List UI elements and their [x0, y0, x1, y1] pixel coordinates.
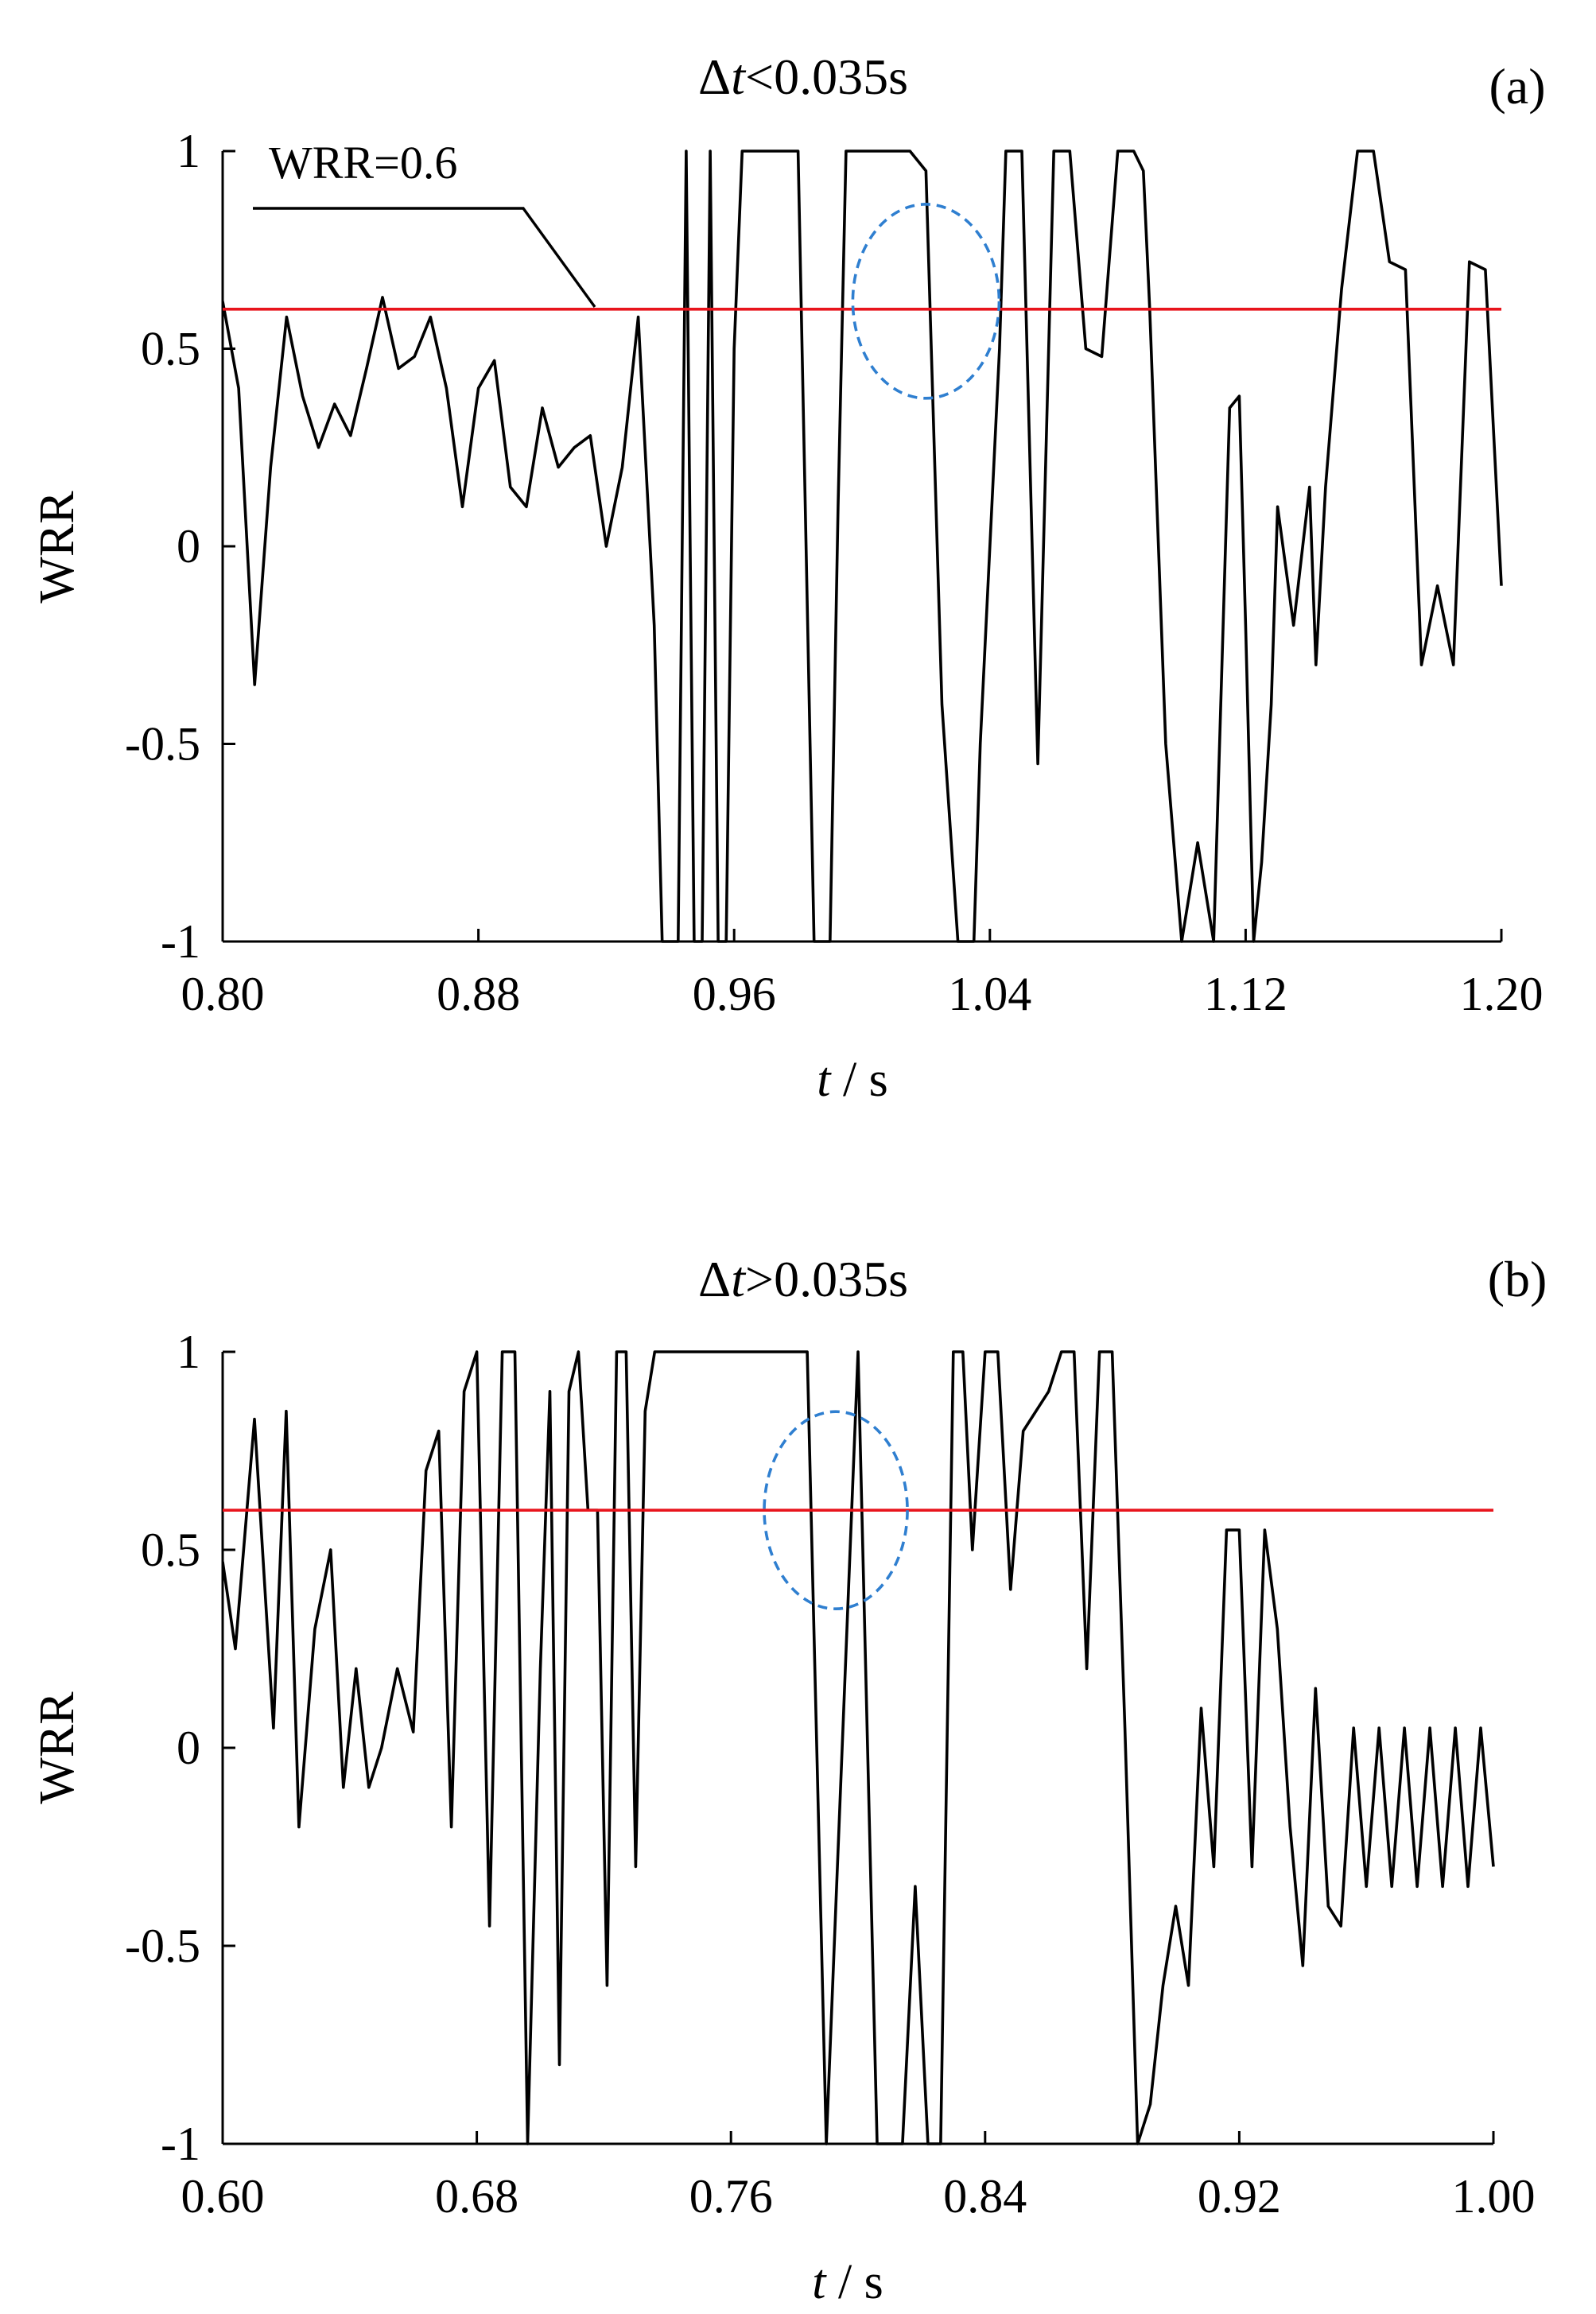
panel-a-x-tick-label: 1.12: [1204, 968, 1287, 1020]
panel-a-x-tick-labels: 0.80 0.88 0.96 1.04 1.12 1.20: [181, 968, 1544, 1020]
panel-a-y-tick-label: 1: [177, 125, 200, 177]
panel-b-y-tick-label: 1: [177, 1326, 200, 1378]
panel-b-y-tick-label: 0.5: [141, 1524, 200, 1576]
panel-b-y-tick-label: -1: [161, 2118, 200, 2170]
panel-b-ylabel: WRR: [30, 1691, 84, 1804]
panel-a-title: Δt<0.035s: [698, 49, 908, 105]
panel-a-x-tick-label: 0.96: [693, 968, 776, 1020]
panel-a-highlight-ellipse: [851, 203, 1001, 400]
chart-panel-a: Δt<0.035s (a) WRR t / s 0.80 0.88 0.96 1.04…: [30, 49, 1546, 1107]
chart-panel-b: Δt>0.035s (b) WRR t / s 0.60 0.68 0.76 0.84…: [30, 1251, 1547, 2309]
panel-b-series-line: [223, 1350, 1495, 2145]
panel-b-xlabel: t / s: [812, 2255, 883, 2309]
panel-b-x-tick-label: 1.00: [1452, 2170, 1536, 2223]
panel-a-y-tick-label: -1: [161, 915, 200, 968]
panel-b-x-tick-label: 0.68: [435, 2170, 518, 2223]
panel-b-highlight-ellipse: [763, 1410, 909, 1610]
panel-a-y-tick-label: 0.5: [141, 323, 200, 375]
panel-b-plot-area: [221, 1350, 1495, 2145]
panel-b-y-tick-label: -0.5: [125, 1920, 200, 1972]
panel-a-annotation-leader: [253, 207, 596, 308]
panel-a-y-tick-labels: 1 0.5 0 -0.5 -1: [125, 125, 200, 968]
panel-b-x-tick-label: 0.92: [1198, 2170, 1281, 2223]
panel-a-tag: (a): [1489, 58, 1545, 115]
panel-b-x-tick-labels: 0.60 0.68 0.76 0.84 0.92 1.00: [181, 2170, 1536, 2223]
panel-a-xlabel: t / s: [817, 1053, 888, 1107]
panel-b-x-tick-label: 0.60: [181, 2170, 265, 2223]
panel-a-x-tick-label: 0.80: [181, 968, 265, 1020]
panel-a-x-tick-label: 0.88: [437, 968, 520, 1020]
panel-b-tag: (b): [1488, 1251, 1547, 1307]
panel-b-x-tick-label: 0.84: [943, 2170, 1027, 2223]
panel-a-plot-area: [221, 149, 1503, 943]
panel-b-y-tick-labels: 1 0.5 0 -0.5 -1: [125, 1326, 200, 2170]
panel-b-title: Δt>0.035s: [698, 1251, 908, 1307]
panel-a-y-tick-label: -0.5: [125, 718, 200, 771]
panel-b-y-tick-label: 0: [177, 1722, 200, 1774]
panel-a-series-line: [223, 149, 1503, 943]
panel-b-x-tick-label: 0.76: [689, 2170, 773, 2223]
panel-a-threshold-annotation: WRR=0.6: [269, 137, 457, 188]
panel-a-x-tick-label: 1.04: [948, 968, 1031, 1020]
panel-a-y-tick-label: 0: [177, 520, 200, 573]
panel-a-x-tick-label: 1.20: [1460, 968, 1544, 1020]
panel-a-ylabel: WRR: [30, 491, 84, 604]
